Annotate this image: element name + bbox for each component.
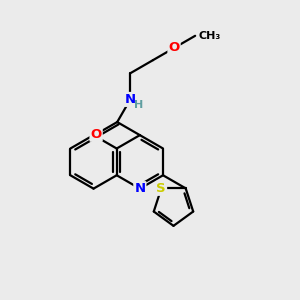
Text: O: O (168, 41, 180, 55)
Text: H: H (134, 100, 143, 110)
Text: O: O (91, 128, 102, 141)
Text: S: S (157, 182, 166, 195)
Text: N: N (134, 182, 146, 195)
Text: CH₃: CH₃ (199, 31, 221, 41)
Text: N: N (125, 93, 136, 106)
